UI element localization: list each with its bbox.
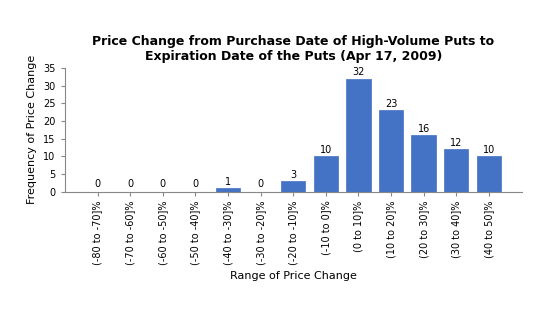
Text: 0: 0: [192, 180, 199, 189]
Text: 12: 12: [450, 138, 463, 148]
Text: 0: 0: [258, 180, 264, 189]
Bar: [379, 110, 404, 192]
X-axis label: Range of Price Change: Range of Price Change: [230, 271, 357, 281]
Text: 10: 10: [483, 145, 495, 155]
Bar: [281, 181, 306, 192]
Title: Price Change from Purchase Date of High-Volume Puts to
Expiration Date of the Pu: Price Change from Purchase Date of High-…: [92, 35, 494, 63]
Text: 16: 16: [417, 124, 430, 134]
Text: 32: 32: [352, 67, 365, 77]
Bar: [346, 78, 371, 192]
Text: 0: 0: [95, 180, 101, 189]
Text: 10: 10: [320, 145, 332, 155]
Bar: [444, 149, 469, 192]
Text: 3: 3: [290, 170, 296, 180]
Y-axis label: Frequency of Price Change: Frequency of Price Change: [27, 55, 38, 205]
Bar: [216, 188, 240, 192]
Bar: [314, 156, 338, 192]
Text: 0: 0: [160, 180, 166, 189]
Text: 23: 23: [385, 99, 397, 109]
Text: 1: 1: [225, 177, 231, 187]
Bar: [477, 156, 501, 192]
Text: 0: 0: [127, 180, 133, 189]
Bar: [412, 135, 436, 192]
